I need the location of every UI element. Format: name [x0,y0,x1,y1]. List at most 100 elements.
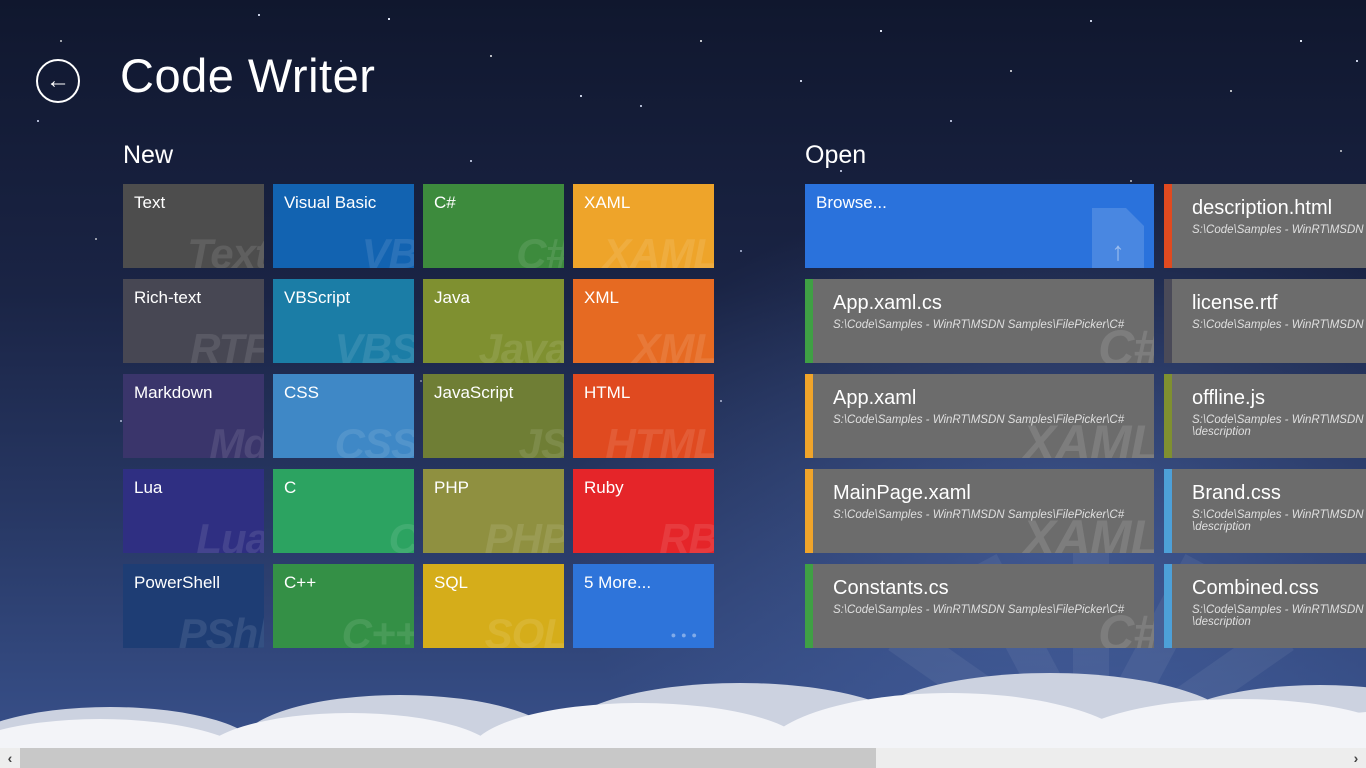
tile-watermark: XAML [1022,510,1154,553]
file-path: S:\Code\Samples - WinRT\MSDN Sa [1192,414,1366,426]
new-tile-c[interactable]: C C [273,469,414,553]
new-tile-markdown[interactable]: Markdown Md [123,374,264,458]
new-tile-powershell[interactable]: PowerShell PShl [123,564,264,648]
file-path-line2: \description [1192,616,1251,628]
new-tile-rich-text[interactable]: Rich-text RTF [123,279,264,363]
tile-watermark: JS [518,420,564,458]
back-button[interactable]: ← [36,59,80,103]
new-tile-visual-basic[interactable]: Visual Basic VB [273,184,414,268]
tile-label: VBScript [284,288,351,307]
file-path: S:\Code\Samples - WinRT\MSDN Samples\Fil… [833,414,1125,426]
file-name: Combined.css [1192,577,1319,599]
new-tile-javascript[interactable]: JavaScript JS [423,374,564,458]
filetype-stripe [1164,564,1172,648]
tile-watermark: XAML [1022,415,1154,458]
new-tile-text[interactable]: Text Text [123,184,264,268]
new-tile-xaml[interactable]: XAML XAML [573,184,714,268]
tile-label: Text [134,193,166,212]
file-path-line2: \description [1192,426,1251,438]
tile-label: Rich-text [134,288,202,307]
new-tile-grid: Text Text Visual Basic VB C# C# XAML XAM… [123,184,714,648]
tile-watermark: Text [187,230,264,268]
new-tile-more[interactable]: 5 More... ●●● [573,564,714,648]
new-tile-sql[interactable]: SQL SQL [423,564,564,648]
tile-watermark: SQL [484,610,564,648]
new-tile-java[interactable]: Java Java [423,279,564,363]
tile-watermark: Lua [196,515,264,553]
tile-watermark: C# [1098,605,1154,648]
tile-label: Java [434,288,470,307]
file-path: S:\Code\Samples - WinRT\MSDN Samples\Fil… [833,604,1125,616]
tile-watermark: C# [1098,320,1154,363]
open-tile-app-xaml[interactable]: App.xaml S:\Code\Samples - WinRT\MSDN Sa… [805,374,1154,458]
back-arrow-icon: ← [46,67,70,94]
tile-label: XAML [584,193,631,212]
scroll-left-arrow[interactable]: ‹ [7,750,13,766]
file-name: description.html [1192,197,1333,219]
open-tile-combined-css[interactable]: Combined.css S:\Code\Samples - WinRT\MSD… [1164,564,1366,648]
new-tile-css[interactable]: CSS CSS [273,374,414,458]
open-tile-offline-js[interactable]: offline.js S:\Code\Samples - WinRT\MSDN … [1164,374,1366,458]
tile-label: HTML [584,383,631,402]
file-path: S:\Code\Samples - WinRT\MSDN Sa [1192,509,1366,521]
tile-watermark: RB [659,515,714,553]
tile-watermark: VB [361,230,414,268]
tile-watermark: PShl [178,610,264,648]
tile-label: SQL [434,573,469,592]
new-tile-csharp[interactable]: C# C# [423,184,564,268]
filetype-stripe [1164,279,1172,363]
tile-watermark: CSS [334,420,414,458]
file-name: license.rtf [1192,292,1278,314]
file-name: Constants.cs [833,577,949,599]
new-tile-vbscript[interactable]: VBScript VBS [273,279,414,363]
tile-watermark: XAML [603,230,714,268]
tile-label: CSS [284,383,319,402]
scroll-right-arrow[interactable]: › [1353,750,1359,766]
file-path-line2: \description [1192,521,1251,533]
tile-watermark: XML [632,325,714,363]
new-tile-ruby[interactable]: Ruby RB [573,469,714,553]
filetype-stripe [805,469,813,553]
tile-watermark: C++ [341,610,414,648]
filetype-stripe [1164,184,1172,268]
tile-label: PHP [434,478,469,497]
file-name: Brand.css [1192,482,1281,504]
open-tile-mainpage-xaml[interactable]: MainPage.xaml S:\Code\Samples - WinRT\MS… [805,469,1154,553]
filetype-stripe [805,279,813,363]
tile-watermark: C [389,515,414,553]
tile-label: Markdown [134,383,213,402]
tile-label: C# [434,193,456,212]
new-tile-lua[interactable]: Lua Lua [123,469,264,553]
open-tile-description-html[interactable]: description.html S:\Code\Samples - WinRT… [1164,184,1366,268]
browse-label: Browse... [816,193,887,212]
open-heading: Open [805,141,867,169]
ellipsis-dots-icon: ●●● [670,630,702,640]
scrollbar-thumb[interactable] [20,748,876,768]
open-section: Open Browse... ↑ description.html S:\Cod… [805,140,1366,648]
new-tile-xml[interactable]: XML XML [573,279,714,363]
file-name: offline.js [1192,387,1266,409]
open-tile-license-rtf[interactable]: license.rtf S:\Code\Samples - WinRT\MSDN… [1164,279,1366,363]
new-heading: New [123,141,174,169]
tile-watermark: HTML [605,420,714,458]
file-path: S:\Code\Samples - WinRT\MSDN Sa [1192,224,1366,236]
new-tile-php[interactable]: PHP PHP [423,469,564,553]
new-tile-cpp[interactable]: C++ C++ [273,564,414,648]
open-tile-browse[interactable]: Browse... ↑ [805,184,1154,268]
tile-label: C [284,478,297,497]
new-tile-html[interactable]: HTML HTML [573,374,714,458]
filetype-stripe [1164,469,1172,553]
file-path: S:\Code\Samples - WinRT\MSDN Samples\Fil… [833,509,1125,521]
file-name: App.xaml.cs [833,292,942,314]
file-path: S:\Code\Samples - WinRT\MSDN Sa [1192,604,1366,616]
starfield [0,0,2,2]
filetype-stripe [805,564,813,648]
horizontal-scrollbar[interactable]: ‹ › [0,748,1366,768]
open-tile-app-xaml-cs[interactable]: App.xaml.cs S:\Code\Samples - WinRT\MSDN… [805,279,1154,363]
open-tile-grid: Browse... ↑ description.html S:\Code\Sam… [805,184,1366,648]
tile-watermark: C# [516,230,564,268]
filetype-stripe [1164,374,1172,458]
open-tile-brand-css[interactable]: Brand.css S:\Code\Samples - WinRT\MSDN S… [1164,469,1366,553]
open-tile-constants-cs[interactable]: Constants.cs S:\Code\Samples - WinRT\MSD… [805,564,1154,648]
filetype-stripe [805,374,813,458]
